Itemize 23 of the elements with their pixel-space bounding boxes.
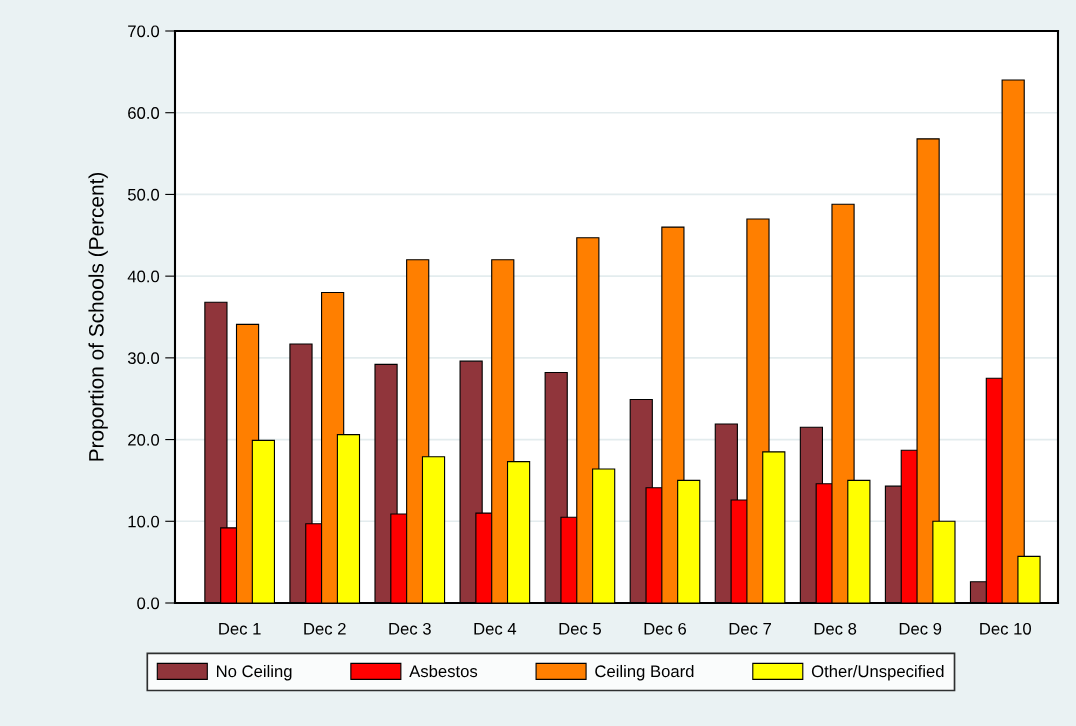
legend-label: Asbestos [409,664,478,678]
y-tick-label: 0.0 [137,597,160,610]
x-tick-label: Dec 6 [644,622,687,635]
legend-label: Ceiling Board [595,664,694,681]
y-tick-label: 50.0 [127,188,160,201]
y-tick-label: 20.0 [128,433,160,446]
x-tick-label: Dec 5 [559,623,601,635]
x-tick-label: Dec 10 [980,622,1032,635]
y-tick-label: 30.0 [127,352,160,365]
legend-label: No Ceiling [217,664,292,681]
x-tick-label: Dec 1 [219,623,261,635]
x-tick-label: Dec 3 [389,622,431,635]
y-tick-label: 10.0 [128,515,160,528]
x-tick-label: Dec 7 [729,623,771,635]
x-tick-label: Dec 8 [814,622,857,635]
y-axis-title: Proportion of Schools (Percent) [88,172,108,461]
x-tick-label: Dec 2 [304,622,346,635]
x-tick-label: Dec 9 [899,622,942,635]
legend-label: Other/Unspecified [811,664,944,681]
x-tick-label: Dec 4 [474,623,517,635]
y-tick-label: 60.0 [128,107,160,119]
y-tick-label: 40.0 [127,270,160,283]
y-tick-label: 70.0 [128,25,160,38]
